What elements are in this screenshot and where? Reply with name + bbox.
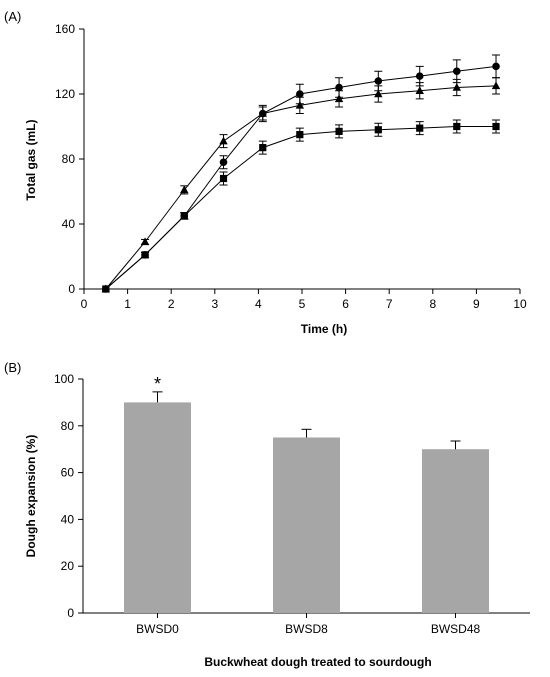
data-point <box>416 124 424 132</box>
x-tick-label: 8 <box>429 297 436 311</box>
data-point <box>453 122 461 131</box>
data-point <box>180 185 189 194</box>
data-point <box>415 72 424 80</box>
x-tick-label: 6 <box>342 297 349 311</box>
data-point <box>335 83 343 92</box>
significance-annotation: * <box>154 374 161 394</box>
panel-b: (B) 0 20 40 60 80 100 BWSD0 * BWSD8 BWSD48 Buckw… <box>4 360 530 669</box>
y-tick-label: 0 <box>67 606 74 620</box>
bar-group: BWSD8 <box>273 428 340 636</box>
data-point <box>491 81 501 90</box>
series-triangle <box>101 77 501 293</box>
panel-a-y-axis-title: Total gas (mL) <box>24 119 38 200</box>
bar <box>273 437 340 613</box>
panel-a-x-axis-title: Time (h) <box>301 322 347 336</box>
series-line <box>105 65 497 290</box>
data-point <box>335 127 343 135</box>
data-point <box>141 251 149 259</box>
y-tick-label: 100 <box>54 372 74 386</box>
y-tick-label: 20 <box>61 559 75 573</box>
y-tick-label: 60 <box>61 466 75 480</box>
data-point <box>296 90 304 98</box>
data-point <box>374 89 383 98</box>
category-label: BWSD0 <box>136 622 179 636</box>
data-point <box>258 109 267 117</box>
data-point <box>374 126 382 134</box>
data-point <box>492 122 500 131</box>
data-point <box>415 86 424 94</box>
category-label: BWSD8 <box>285 622 328 636</box>
bar-group: BWSD0 * <box>124 374 191 636</box>
bar <box>124 402 191 613</box>
x-tick-label: 4 <box>255 297 262 311</box>
x-tick-label: 0 <box>81 297 88 311</box>
data-point <box>374 77 383 85</box>
y-tick-label: 40 <box>61 512 75 526</box>
y-tick-label: 40 <box>62 217 76 231</box>
series-line <box>105 85 497 290</box>
panel-b-x-axis-title: Buckwheat dough treated to sourdough <box>204 655 431 669</box>
bar-group: BWSD48 <box>422 440 489 636</box>
data-point <box>334 94 344 103</box>
y-tick-label: 80 <box>62 152 76 166</box>
panel-a: (A) 0 1 2 3 4 5 6 7 8 9 10 0 40 80 120 160 Time (h) To… <box>4 9 527 336</box>
data-point <box>219 158 228 167</box>
x-tick-label: 10 <box>513 297 527 311</box>
category-label: BWSD48 <box>431 622 481 636</box>
y-tick-label: 120 <box>55 87 75 101</box>
y-tick-label: 80 <box>61 419 75 433</box>
data-point <box>140 237 150 246</box>
panel-a-label: (A) <box>4 9 21 24</box>
x-tick-label: 7 <box>386 297 393 311</box>
series-circle <box>102 54 501 293</box>
x-tick-label: 1 <box>124 297 131 311</box>
data-point <box>296 131 304 139</box>
y-tick-label: 160 <box>55 22 75 36</box>
panel-b-label: (B) <box>4 360 21 375</box>
x-tick-label: 5 <box>299 297 306 311</box>
data-point <box>259 144 267 152</box>
data-point <box>452 67 461 76</box>
panel-b-y-axis-title: Dough expansion (%) <box>24 435 38 558</box>
data-point <box>180 212 188 220</box>
data-point <box>295 100 305 109</box>
data-point <box>219 174 228 183</box>
x-tick-label: 3 <box>211 297 218 311</box>
series-line <box>105 126 497 290</box>
bar <box>422 449 489 613</box>
data-point <box>219 136 228 145</box>
x-tick-label: 9 <box>473 297 480 311</box>
data-point <box>102 285 110 293</box>
series-square <box>102 119 501 293</box>
data-point <box>452 83 461 91</box>
x-tick-label: 2 <box>168 297 175 311</box>
data-point <box>492 62 500 71</box>
y-tick-label: 0 <box>68 282 75 296</box>
